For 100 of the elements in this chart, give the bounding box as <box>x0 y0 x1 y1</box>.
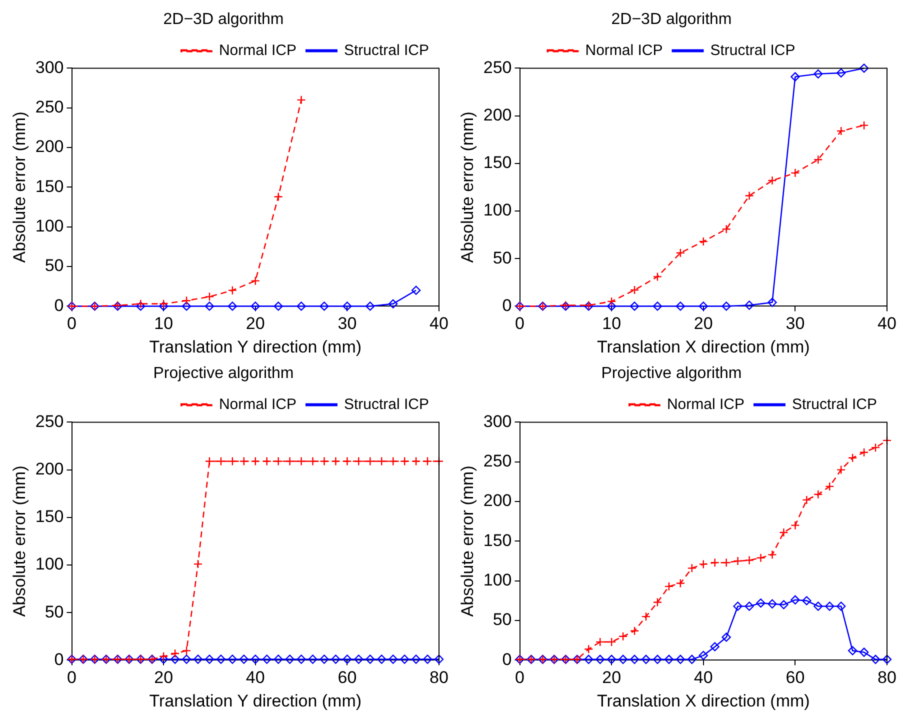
point <box>388 654 398 664</box>
point <box>250 276 260 286</box>
legend-label: Structral ICP <box>344 396 430 413</box>
x-axis-title: Translation Y direction (mm) <box>149 337 362 356</box>
x-tick-label: 20 <box>694 314 713 334</box>
x-tick-label: 0 <box>67 668 76 688</box>
x-tick-label: 0 <box>515 668 524 688</box>
point <box>228 456 238 466</box>
point <box>158 654 168 664</box>
legend-label: Structral ICP <box>792 396 878 413</box>
y-tick-label: 100 <box>483 570 512 590</box>
point <box>377 654 386 664</box>
point <box>331 654 340 664</box>
point <box>744 556 754 565</box>
point <box>641 612 651 622</box>
point <box>216 654 226 664</box>
y-axis-title: Absolute error (mm) <box>10 112 29 263</box>
point <box>676 654 686 664</box>
y-tick-label: 250 <box>35 412 64 431</box>
point <box>250 302 260 311</box>
point <box>630 302 640 311</box>
point <box>848 646 858 656</box>
point <box>422 456 432 466</box>
legend-label: Normal ICP <box>666 396 744 413</box>
point <box>193 654 203 664</box>
x-tick-label: 40 <box>246 668 265 688</box>
point <box>274 192 283 202</box>
point <box>802 495 812 505</box>
point <box>342 456 352 466</box>
point <box>411 654 421 664</box>
point <box>595 654 605 664</box>
point <box>744 300 754 310</box>
y-tick-label: 200 <box>35 459 64 478</box>
point <box>285 456 294 466</box>
point <box>664 582 674 592</box>
point <box>250 456 260 466</box>
point <box>744 602 754 611</box>
point <box>687 654 697 664</box>
point <box>836 602 846 611</box>
point <box>814 154 823 164</box>
point <box>710 558 720 568</box>
x-tick-label: 40 <box>430 314 448 334</box>
point <box>630 626 640 636</box>
point <box>790 595 800 605</box>
legend-label: Normal ICP <box>218 396 296 413</box>
y-tick-label: 250 <box>483 452 512 471</box>
point <box>618 632 628 641</box>
x-tick-label: 10 <box>154 314 174 334</box>
y-axis-title: Absolute error (mm) <box>458 112 477 263</box>
point <box>296 95 306 105</box>
point <box>768 176 777 186</box>
point <box>790 168 800 178</box>
point <box>250 654 260 664</box>
point <box>285 654 294 664</box>
point <box>870 654 880 664</box>
point <box>262 654 272 664</box>
point <box>204 456 214 466</box>
legend-label: Structral ICP <box>710 42 796 59</box>
point <box>859 64 869 73</box>
point <box>308 654 318 664</box>
y-tick-label: 0 <box>502 650 512 669</box>
y-tick-label: 300 <box>483 412 512 431</box>
x-tick-label: 60 <box>786 668 805 688</box>
y-tick-label: 50 <box>44 602 64 622</box>
point <box>814 490 823 499</box>
point <box>630 285 640 295</box>
x-axis-title: Translation X direction (mm) <box>596 337 810 356</box>
point <box>676 302 686 311</box>
point <box>388 299 398 308</box>
y-tick-label: 200 <box>483 491 512 510</box>
point <box>342 302 352 311</box>
point <box>710 642 720 652</box>
point <box>584 644 594 654</box>
point <box>274 302 283 311</box>
y-tick-label: 100 <box>483 200 512 220</box>
point <box>836 126 846 136</box>
point <box>790 72 800 82</box>
point <box>606 637 616 647</box>
chart-title: 2D−3D algorithm <box>611 11 732 28</box>
x-tick-label: 10 <box>602 314 622 334</box>
point <box>366 456 375 466</box>
point <box>814 602 823 611</box>
point <box>342 654 352 664</box>
point <box>606 296 616 306</box>
x-tick-label: 20 <box>154 668 174 688</box>
point <box>698 560 708 569</box>
point <box>182 646 192 656</box>
point <box>722 632 731 642</box>
point <box>859 648 869 657</box>
x-tick-label: 80 <box>878 668 896 688</box>
x-tick-label: 20 <box>246 314 265 334</box>
point <box>779 528 788 538</box>
point <box>411 286 421 295</box>
point <box>204 654 214 664</box>
point <box>228 302 238 311</box>
point <box>859 448 869 457</box>
point <box>664 654 674 664</box>
point <box>400 456 410 466</box>
y-tick-label: 50 <box>44 256 64 276</box>
y-tick-label: 200 <box>483 105 512 124</box>
